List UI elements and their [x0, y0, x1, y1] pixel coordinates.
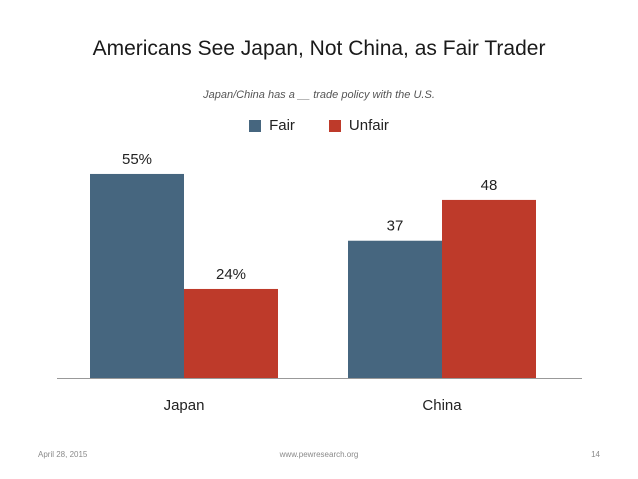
legend: Fair Unfair — [0, 117, 638, 134]
chart-subtitle: Japan/China has a __ trade policy with t… — [203, 89, 435, 101]
legend-item-unfair: Unfair — [328, 117, 389, 134]
footer-url: www.pewresearch.org — [279, 450, 359, 459]
footer-date: April 28, 2015 — [38, 450, 88, 459]
data-label-unfair-china: 48 — [481, 177, 498, 194]
bar-fair-japan — [90, 173, 184, 378]
chart-title: Americans See Japan, Not China, as Fair … — [92, 37, 546, 60]
data-label-fair-japan: 55% — [122, 151, 152, 168]
data-label-unfair-japan: 24% — [216, 266, 246, 283]
bar-fair-china — [348, 240, 442, 378]
page-number: 14 — [591, 450, 600, 459]
legend-label-fair: Fair — [269, 117, 295, 134]
legend-swatch-fair — [249, 119, 262, 132]
x-tick-label-japan: Japan — [164, 397, 205, 414]
data-label-fair-china: 37 — [387, 218, 404, 235]
x-tick-label-china: China — [422, 397, 462, 414]
bar-unfair-japan — [184, 288, 278, 378]
bar-unfair-china — [442, 199, 536, 378]
legend-item-fair: Fair — [249, 117, 295, 134]
legend-swatch-unfair — [328, 119, 341, 132]
legend-label-unfair: Unfair — [348, 117, 389, 134]
